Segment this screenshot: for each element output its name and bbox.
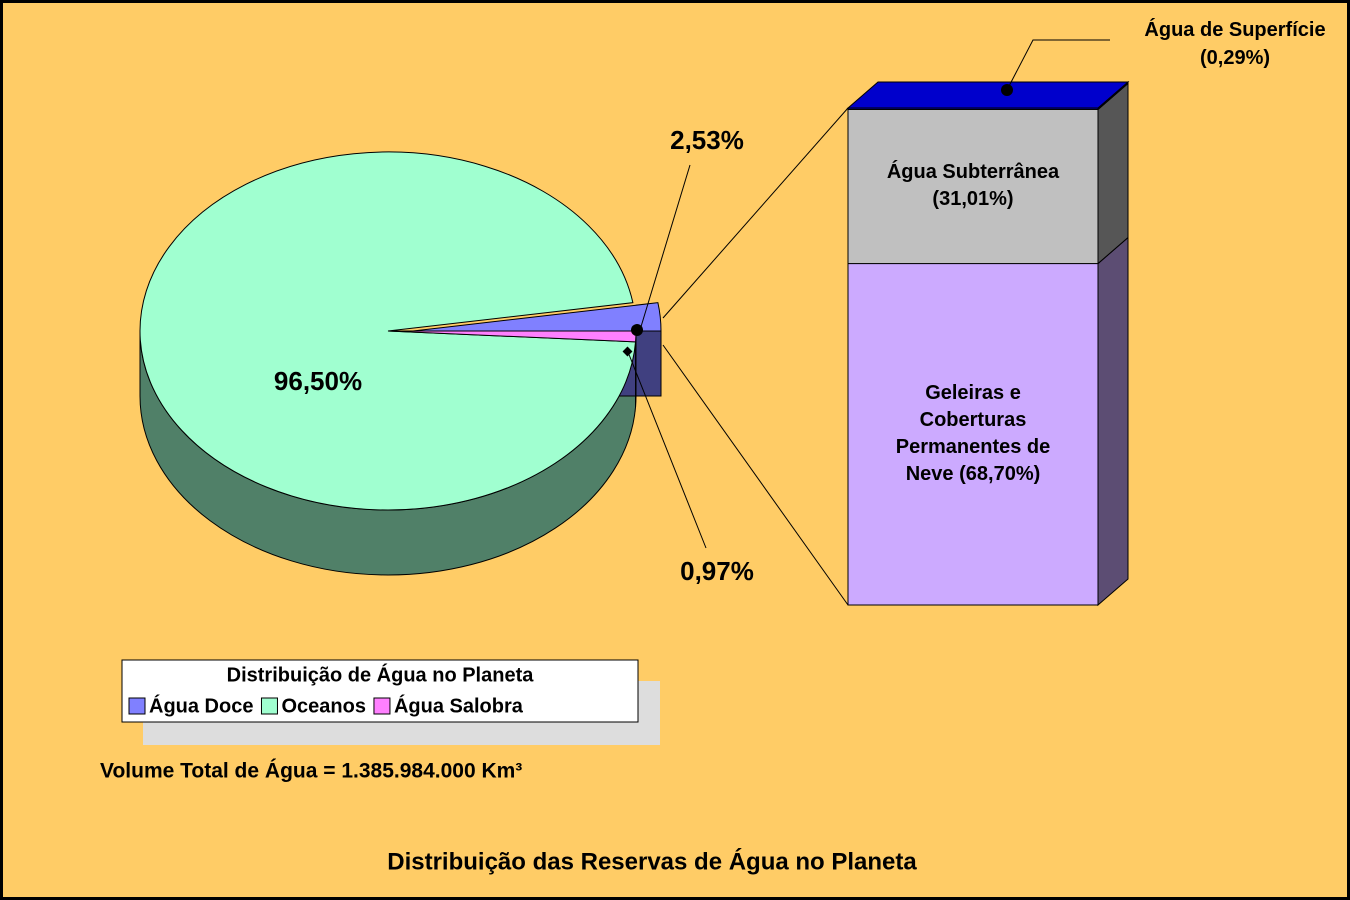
legend-label: Água Doce <box>149 694 253 717</box>
segment-text: Geleiras e Coberturas Permanentes de Nev… <box>870 380 1076 488</box>
segment-value: (31,01%) <box>932 188 1014 211</box>
bar-segment <box>847 263 1099 606</box>
bar <box>846 80 1130 607</box>
chart-title: Distribuição das Reservas de Água no Pla… <box>387 847 917 875</box>
leader-dot <box>622 346 633 357</box>
leader <box>1006 39 1110 91</box>
segment-name: Geleiras e Coberturas Permanentes de Nev… <box>895 382 1051 486</box>
segment-text: Água Subterrânea (31,01%) <box>870 159 1076 213</box>
segment-name: Água de Superfície <box>1144 19 1326 41</box>
segment-label: Geleiras e Coberturas Permanentes de Nev… <box>848 264 1098 605</box>
legend-title: Distribuição de Água no Planeta <box>227 663 535 686</box>
segment-value: (68,70%) <box>959 463 1041 486</box>
legend-swatch <box>128 697 146 715</box>
leader <box>627 351 707 549</box>
legend-label: Oceanos <box>281 695 365 717</box>
pie-slice <box>412 302 662 332</box>
data-label: 96,50% <box>274 366 362 396</box>
segment-text: Água de Superfície (0,29%) <box>1100 16 1350 72</box>
connector <box>662 107 849 319</box>
pie-slice <box>139 151 637 511</box>
bar-side <box>1097 82 1129 265</box>
connector <box>662 344 849 606</box>
legend-swatch <box>373 697 391 715</box>
segment-label: Água Subterrânea (31,01%) <box>848 109 1098 263</box>
data-label: 2,53% <box>670 125 744 155</box>
segment-label: Água de Superfície (0,29%) <box>1100 16 1350 72</box>
segment-name: Água Subterrânea <box>886 161 1060 184</box>
annotation: Volume Total de Água = 1.385.984.000 Km³ <box>100 760 522 783</box>
leader <box>639 164 691 331</box>
leader-lines <box>627 39 1110 606</box>
bar-top <box>846 81 1130 109</box>
bar-side <box>1097 236 1129 607</box>
legend-swatch <box>260 697 278 715</box>
data-label: 0,97% <box>680 556 754 586</box>
segment-value: (0,29%) <box>1199 47 1271 69</box>
bar-segment <box>847 108 1099 265</box>
legend-label: Água Salobra <box>394 694 524 717</box>
leader-dot <box>631 324 643 336</box>
